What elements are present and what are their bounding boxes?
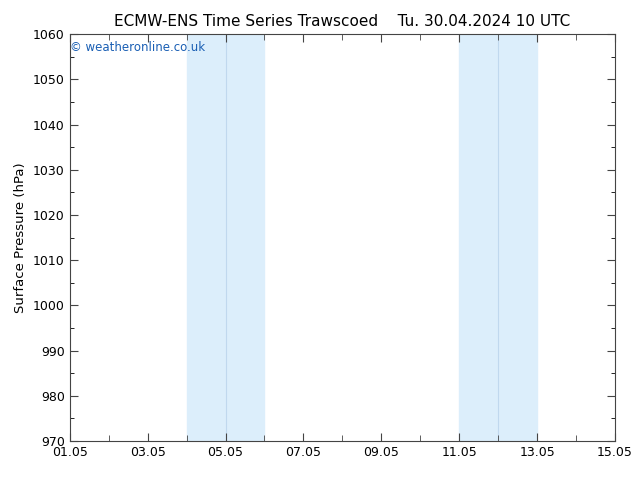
Text: © weatheronline.co.uk: © weatheronline.co.uk [70, 41, 205, 54]
Bar [186, 34, 226, 441]
Bar [226, 34, 264, 441]
Bar [498, 34, 537, 441]
Bar [459, 34, 498, 441]
Y-axis label: Surface Pressure (hPa): Surface Pressure (hPa) [15, 162, 27, 313]
Title: ECMW-ENS Time Series Trawscoed    Tu. 30.04.2024 10 UTC: ECMW-ENS Time Series Trawscoed Tu. 30.04… [114, 14, 571, 29]
